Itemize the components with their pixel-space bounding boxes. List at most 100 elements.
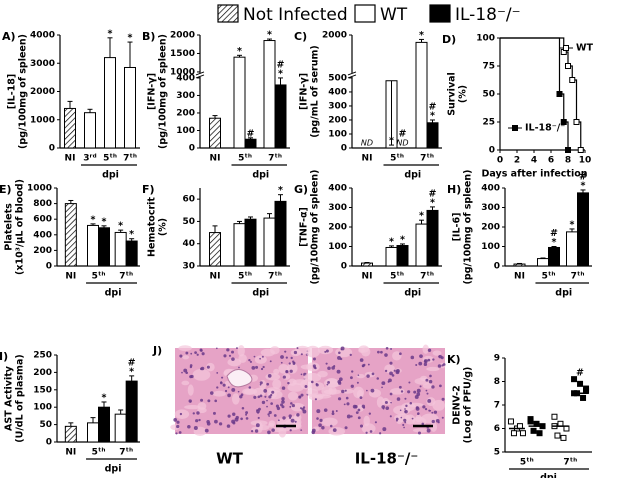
nucleus [381,405,386,409]
nucleus [379,432,382,435]
y-axis-label: Survival [447,72,458,116]
nucleus [432,358,435,361]
nucleus [179,412,183,416]
nucleus [259,394,263,398]
significance-mark: # [247,128,255,139]
nucleus [200,367,203,371]
x-tick-label: 5ᵗʰ [390,272,404,282]
nucleus [402,423,405,427]
bar [361,262,373,267]
nucleus [391,374,395,377]
nucleus [390,401,392,404]
nucleus [389,361,393,365]
nucleus [216,347,218,350]
nucleus [296,347,299,350]
nucleus [267,430,271,435]
tissue [238,354,247,363]
y-tick-label: 100 [328,242,347,252]
nucleus [281,405,285,409]
nucleus [314,398,317,401]
tissue [422,344,429,354]
nucleus [442,363,446,366]
y-tick-label: 200 [176,108,195,118]
significance-mark: # [128,357,136,368]
nucleus [381,386,383,389]
nucleus [331,410,335,413]
vessel [226,369,253,388]
nucleus [336,369,341,374]
nucleus [207,399,211,403]
nucleus [269,360,272,363]
y-tick-label: 50 [482,90,495,100]
panel-label: A) [2,30,16,43]
nucleus [311,430,316,435]
nucleus [185,351,189,355]
tissue [206,362,215,372]
y-tick-label: 40 [182,239,195,249]
tissue [278,426,287,438]
nucleus [248,358,251,362]
tissue [181,380,190,386]
nucleus [268,410,272,415]
tissue [305,345,320,358]
nucleus [390,347,393,350]
survival-step [500,37,561,94]
x-tick-label: 2 [514,156,520,166]
nucleus [231,357,235,361]
nucleus [253,355,256,358]
nucleus [439,384,442,388]
tissue [254,355,267,364]
data-point [536,430,543,437]
nucleus [270,402,273,405]
nucleus [433,410,438,414]
series-label: IL-18⁻/⁻ [525,123,565,134]
bar [87,422,99,443]
nucleus [414,394,419,399]
nucleus [261,355,264,358]
nucleus [404,409,408,414]
significance-mark: * [581,180,586,191]
panel-label: I) [0,350,8,363]
y-tick-label: 100 [328,129,347,139]
significance-mark: * [389,136,394,147]
nucleus [232,412,236,416]
panel-label: H) [447,183,461,196]
nucleus [384,400,388,405]
y-tick-label: 100 [176,126,195,136]
tissue [432,399,445,411]
nucleus [426,428,431,433]
nucleus [263,389,268,393]
nucleus [349,376,353,380]
y-tick-label: 2000 [322,31,347,41]
significance-mark: # [576,368,584,379]
y-axis-label: AST Activity [4,365,15,431]
nucleus [173,418,178,422]
nucleus [329,424,333,428]
tissue [321,417,338,427]
nucleus [218,422,223,426]
nucleus [385,406,390,410]
bar [385,246,398,267]
y-tick-label: 7 [494,401,500,411]
bar [87,224,99,267]
bar [274,84,287,149]
tissue [270,346,280,355]
legend-swatch [217,4,239,23]
nucleus [343,403,346,406]
nucleus [222,383,226,387]
tissue [227,358,242,367]
significance-mark: * [552,237,557,248]
tissue [376,396,385,408]
y-tick-label: 100 [33,403,52,413]
series-label: WT [576,43,593,54]
y-tick-label: 0 [489,146,495,156]
tissue [421,413,439,424]
nucleus [429,409,432,412]
nucleus [441,397,445,401]
nucleus [399,409,402,412]
y-axis-label: DENV-2 [452,385,463,425]
significance-mark: # [277,59,285,70]
nucleus [287,381,290,385]
y-tick-label: 0 [341,144,347,154]
nucleus [289,416,292,420]
